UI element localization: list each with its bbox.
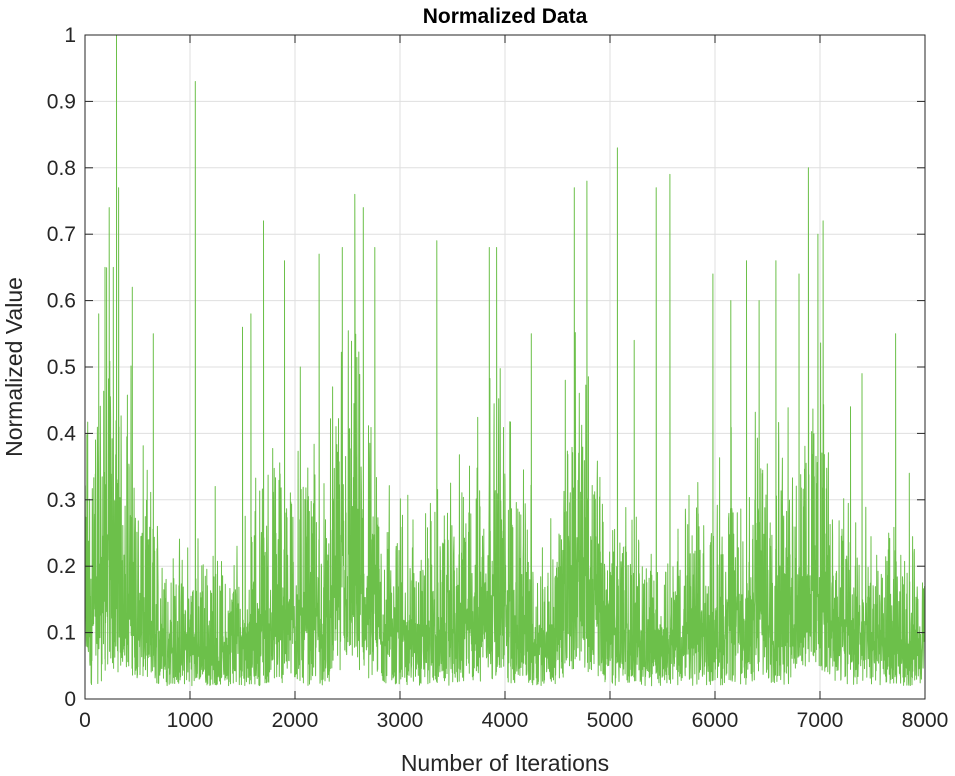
y-tick-label: 0.2 <box>47 555 76 578</box>
y-tick-label: 0.1 <box>47 622 76 645</box>
y-axis-title: Normalized Value <box>1 277 27 457</box>
y-tick-label: 0 <box>64 688 76 711</box>
x-tick-label: 5000 <box>587 709 634 732</box>
y-tick-label: 0.6 <box>47 290 76 313</box>
x-tick-label: 7000 <box>797 709 844 732</box>
y-axis: 0 0.1 0.2 0.3 0.4 0.5 0.6 0.7 0.8 0.9 1 <box>47 24 925 711</box>
y-tick-label: 1 <box>64 24 76 47</box>
x-axis-title: Number of Iterations <box>401 750 609 776</box>
x-tick-label: 6000 <box>692 709 739 732</box>
chart-title: Normalized Data <box>423 5 588 28</box>
y-tick-label: 0.4 <box>47 422 77 445</box>
x-tick-label: 0 <box>79 709 91 732</box>
series-normalized-value <box>84 34 926 687</box>
y-tick-label: 0.7 <box>47 223 76 246</box>
y-tick-label: 0.5 <box>47 356 76 379</box>
x-tick-label: 8000 <box>902 709 949 732</box>
x-tick-label: 1000 <box>167 709 214 732</box>
y-tick-label: 0.3 <box>47 489 76 512</box>
series-line <box>84 34 926 687</box>
x-axis: 0 1000 2000 3000 4000 5000 6000 7000 8000 <box>79 35 948 732</box>
y-tick-label: 0.8 <box>47 157 76 180</box>
x-tick-label: 2000 <box>272 709 319 732</box>
x-tick-label: 4000 <box>482 709 529 732</box>
x-tick-label: 3000 <box>377 709 424 732</box>
y-tick-label: 0.9 <box>47 90 76 113</box>
